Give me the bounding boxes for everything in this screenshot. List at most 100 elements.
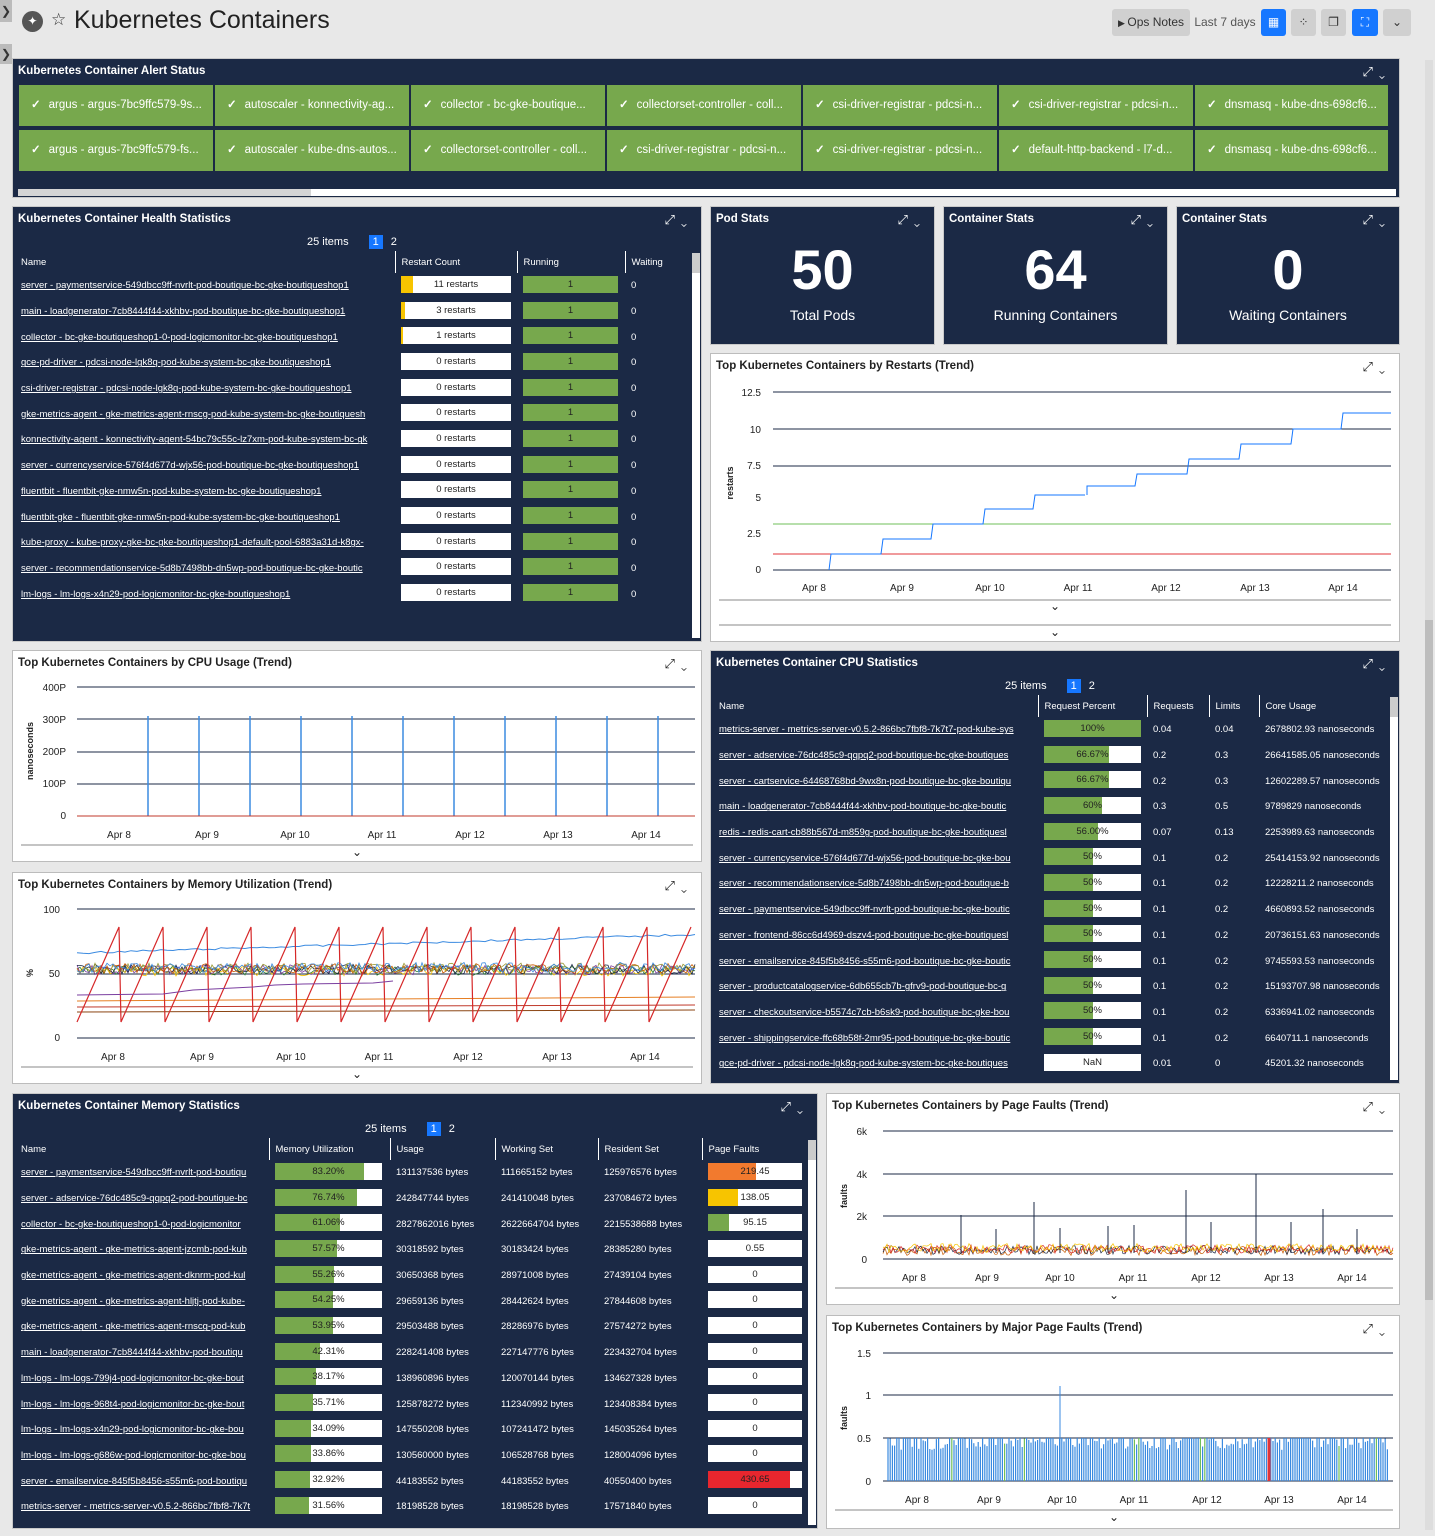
name-cell[interactable]: konnectivity-agent - konnectivity-agent-… [15, 427, 395, 453]
name-cell[interactable]: server - paymentservice-549dbcc9ff-nvrlt… [15, 1160, 269, 1186]
table-row[interactable]: gke-metrics-agent - gke-metrics-agent-rn… [15, 1314, 810, 1340]
alert-cell[interactable]: ✓ autoscaler - kube-dns-autos... [215, 130, 409, 171]
name-cell[interactable]: lm-logs - lm-logs-x4n29-pod-logicmonitor… [15, 1417, 269, 1443]
expand-icon[interactable]: ⤢ [1130, 212, 1147, 227]
container-link[interactable]: main - loadgenerator-7cb8444f44-xkhbv-po… [21, 306, 346, 318]
col-working-set[interactable]: Working Set [494, 1138, 598, 1160]
container-link[interactable]: server - recommendationservice-5d8b7498b… [719, 878, 1009, 890]
table-row[interactable]: fluentbit-gke - fluentbit-gke-nmw5n-pod-… [15, 504, 693, 530]
alert-cell[interactable]: ✓ autoscaler - konnectivity-ag... [215, 85, 409, 126]
table-row[interactable]: main - loadgenerator-7cb8444f44-xkhbv-po… [15, 299, 693, 325]
expand-icon[interactable]: ⤢ [1362, 1321, 1379, 1336]
panel-controls[interactable]: ⤢⌄ [664, 878, 693, 894]
alert-cell[interactable]: ✓ csi-driver-registrar - pdcsi-n... [999, 85, 1193, 126]
col-running[interactable]: Running [516, 251, 625, 273]
chevron-down-icon[interactable]: ⌄ [680, 878, 693, 893]
name-cell[interactable]: main - loadgenerator-7cb8444f44-xkhbv-po… [15, 1340, 269, 1366]
container-link[interactable]: csi-driver-registrar - pdcsi-node-lgk8q-… [21, 383, 352, 395]
panel-controls[interactable]: ⤢⌄ [1362, 1099, 1391, 1115]
table-row[interactable]: server - currencyservice-576f4d677d-wjx5… [713, 845, 1391, 871]
container-link[interactable]: gke-metrics-agent - gke-metrics-agent-hl… [21, 1295, 245, 1307]
page-2-button[interactable]: 2 [1088, 680, 1095, 692]
container-link[interactable]: server - emailservice-845f5b8456-s55m6-p… [719, 955, 1011, 967]
name-cell[interactable]: gke-metrics-agent - gke-metrics-agent-dk… [15, 1263, 269, 1289]
panel-controls[interactable]: ⤢⌄ [1362, 64, 1391, 80]
expand-icon[interactable]: ⤢ [1362, 212, 1379, 227]
alert-cell[interactable]: ✓ dnsmasq - kube-dns-698cf6... [1195, 85, 1388, 126]
name-cell[interactable]: server - recommendationservice-5d8b7498b… [15, 556, 395, 582]
name-cell[interactable]: lm-logs - lm-logs-x4n29-pod-logicmonitor… [15, 581, 395, 607]
name-cell[interactable]: server - emailservice-845f5b8456-s55m6-p… [713, 948, 1038, 974]
fullscreen-button[interactable]: ⛶ [1352, 9, 1378, 36]
name-cell[interactable]: server - cartservice-64468768bd-9wx8n-po… [713, 768, 1038, 794]
table-row[interactable]: server - currencyservice-576f4d677d-wjx5… [15, 453, 693, 479]
table-row[interactable]: gce-pd-driver - pdcsi-node-lgk8q-pod-kub… [713, 1051, 1391, 1077]
panel-controls[interactable]: ⤢⌄ [1362, 656, 1391, 672]
legend-toggle-icon[interactable]: ⌄ [1050, 599, 1060, 613]
container-link[interactable]: server - checkoutservice-b5574c7cb-b6sk9… [719, 1006, 1010, 1018]
expand-icon[interactable]: ⤢ [1362, 64, 1379, 79]
container-link[interactable]: server - adservice-76dc485c9-qqpq2-pod-b… [21, 1193, 248, 1205]
panel-controls[interactable]: ⤢⌄ [897, 212, 926, 228]
table-row[interactable]: gke-metrics-agent - gke-metrics-agent-hl… [15, 1288, 810, 1314]
time-range-label[interactable]: Last 7 days [1194, 15, 1256, 29]
expand-icon[interactable]: ⤢ [780, 1099, 797, 1114]
container-link[interactable]: lm-logs - lm-logs-g686w-pod-logicmonitor… [21, 1449, 246, 1461]
table-row[interactable]: server - paymentservice-549dbcc9ff-nvrlt… [15, 273, 693, 299]
col-resident-set[interactable]: Resident Set [597, 1138, 702, 1160]
container-link[interactable]: lm-logs - lm-logs-799j4-pod-logicmonitor… [21, 1372, 244, 1384]
col-request-percent[interactable]: Request Percent [1037, 695, 1147, 717]
page-1-button[interactable]: 1 [368, 235, 383, 249]
name-cell[interactable]: main - loadgenerator-7cb8444f44-xkhbv-po… [15, 299, 395, 325]
legend-toggle-icon[interactable]: ⌄ [352, 1067, 362, 1081]
expand-icon[interactable]: ⤢ [664, 212, 681, 227]
table-row[interactable]: lm-logs - lm-logs-x4n29-pod-logicmonitor… [15, 1417, 810, 1443]
col-memory-utilization[interactable]: Memory Utilization [268, 1138, 390, 1160]
table-scrollbar[interactable] [692, 253, 700, 638]
container-link[interactable]: server - currencyservice-576f4d677d-wjx5… [719, 852, 1011, 864]
name-cell[interactable]: fluentbit-gke - fluentbit-gke-nmw5n-pod-… [15, 504, 395, 530]
table-row[interactable]: server - paymentservice-549dbcc9ff-nvrlt… [15, 1160, 810, 1186]
ops-notes-button[interactable]: ▶ Ops Notes [1112, 9, 1190, 36]
col-requests[interactable]: Requests [1146, 695, 1209, 717]
favorite-star-icon[interactable]: ☆ [51, 10, 67, 29]
page-scrollbar-thumb[interactable] [1425, 620, 1433, 1300]
chevron-down-icon[interactable]: ⌄ [1378, 212, 1391, 227]
container-link[interactable]: server - paymentservice-549dbcc9ff-nvrlt… [719, 904, 1010, 916]
expand-sidebar-icon[interactable]: ❯ [0, 0, 12, 22]
chevron-down-icon[interactable]: ⌄ [796, 1099, 809, 1114]
table-row[interactable]: gke-metrics-agent - gke-metrics-agent-dk… [15, 1263, 810, 1289]
name-cell[interactable]: server - currencyservice-576f4d677d-wjx5… [15, 453, 395, 479]
name-cell[interactable]: lm-logs - lm-logs-968t4-pod-logicmonitor… [15, 1391, 269, 1417]
alert-cell[interactable]: ✓ csi-driver-registrar - pdcsi-n... [803, 130, 997, 171]
chevron-down-icon[interactable]: ⌄ [1378, 656, 1391, 671]
table-row[interactable]: konnectivity-agent - konnectivity-agent-… [15, 427, 693, 453]
table-row[interactable]: server - cartservice-64468768bd-9wx8n-po… [713, 768, 1391, 794]
table-row[interactable]: server - adservice-76dc485c9-qqpq2-pod-b… [15, 1186, 810, 1212]
col-usage[interactable]: Usage [389, 1138, 495, 1160]
table-row[interactable]: kube-proxy - kube-proxy-gke-bc-gke-bouti… [15, 530, 693, 556]
table-row[interactable]: gke-metrics-agent - gke-metrics-agent-rn… [15, 401, 693, 427]
name-cell[interactable]: gke-metrics-agent - gke-metrics-agent-jz… [15, 1237, 269, 1263]
page-2-button[interactable]: 2 [448, 1123, 455, 1135]
more-button[interactable]: ⌄ [1383, 9, 1411, 36]
alert-cell[interactable]: ✓ collectorset-controller - coll... [607, 85, 801, 126]
name-cell[interactable]: lm-logs - lm-logs-799j4-pod-logicmonitor… [15, 1366, 269, 1392]
table-row[interactable]: server - checkoutservice-b5574c7cb-b6sk9… [713, 1000, 1391, 1026]
panel-controls[interactable]: ⤢⌄ [1362, 212, 1391, 228]
name-cell[interactable]: kube-proxy - kube-proxy-gke-bc-gke-bouti… [15, 530, 395, 556]
container-link[interactable]: kube-proxy - kube-proxy-gke-bc-gke-bouti… [21, 537, 364, 549]
expand-icon[interactable]: ⤢ [1362, 656, 1379, 671]
container-link[interactable]: gke-metrics-agent - gke-metrics-agent-rn… [21, 408, 366, 420]
name-cell[interactable]: gce-pd-driver - pdcsi-node-lgk8q-pod-kub… [713, 1051, 1038, 1077]
name-cell[interactable]: server - shippingservice-ffc68b58f-2mr95… [713, 1025, 1038, 1051]
expand-icon[interactable]: ⤢ [664, 656, 681, 671]
chevron-down-icon[interactable]: ⌄ [1378, 359, 1391, 374]
name-cell[interactable]: gce-pd-driver - pdcsi-node-lgk8q-pod-kub… [15, 350, 395, 376]
container-link[interactable]: server - emailservice-845f5b8456-s55m6-p… [21, 1475, 248, 1487]
chevron-down-icon[interactable]: ⌄ [1378, 1321, 1391, 1336]
name-cell[interactable]: gke-metrics-agent - gke-metrics-agent-rn… [15, 401, 395, 427]
hierarchy-button[interactable]: ⁘ [1291, 9, 1316, 36]
panel-controls[interactable]: ⤢⌄ [780, 1099, 809, 1115]
table-row[interactable]: collector - bc-gke-boutiqueshop1-0-pod-l… [15, 324, 693, 350]
